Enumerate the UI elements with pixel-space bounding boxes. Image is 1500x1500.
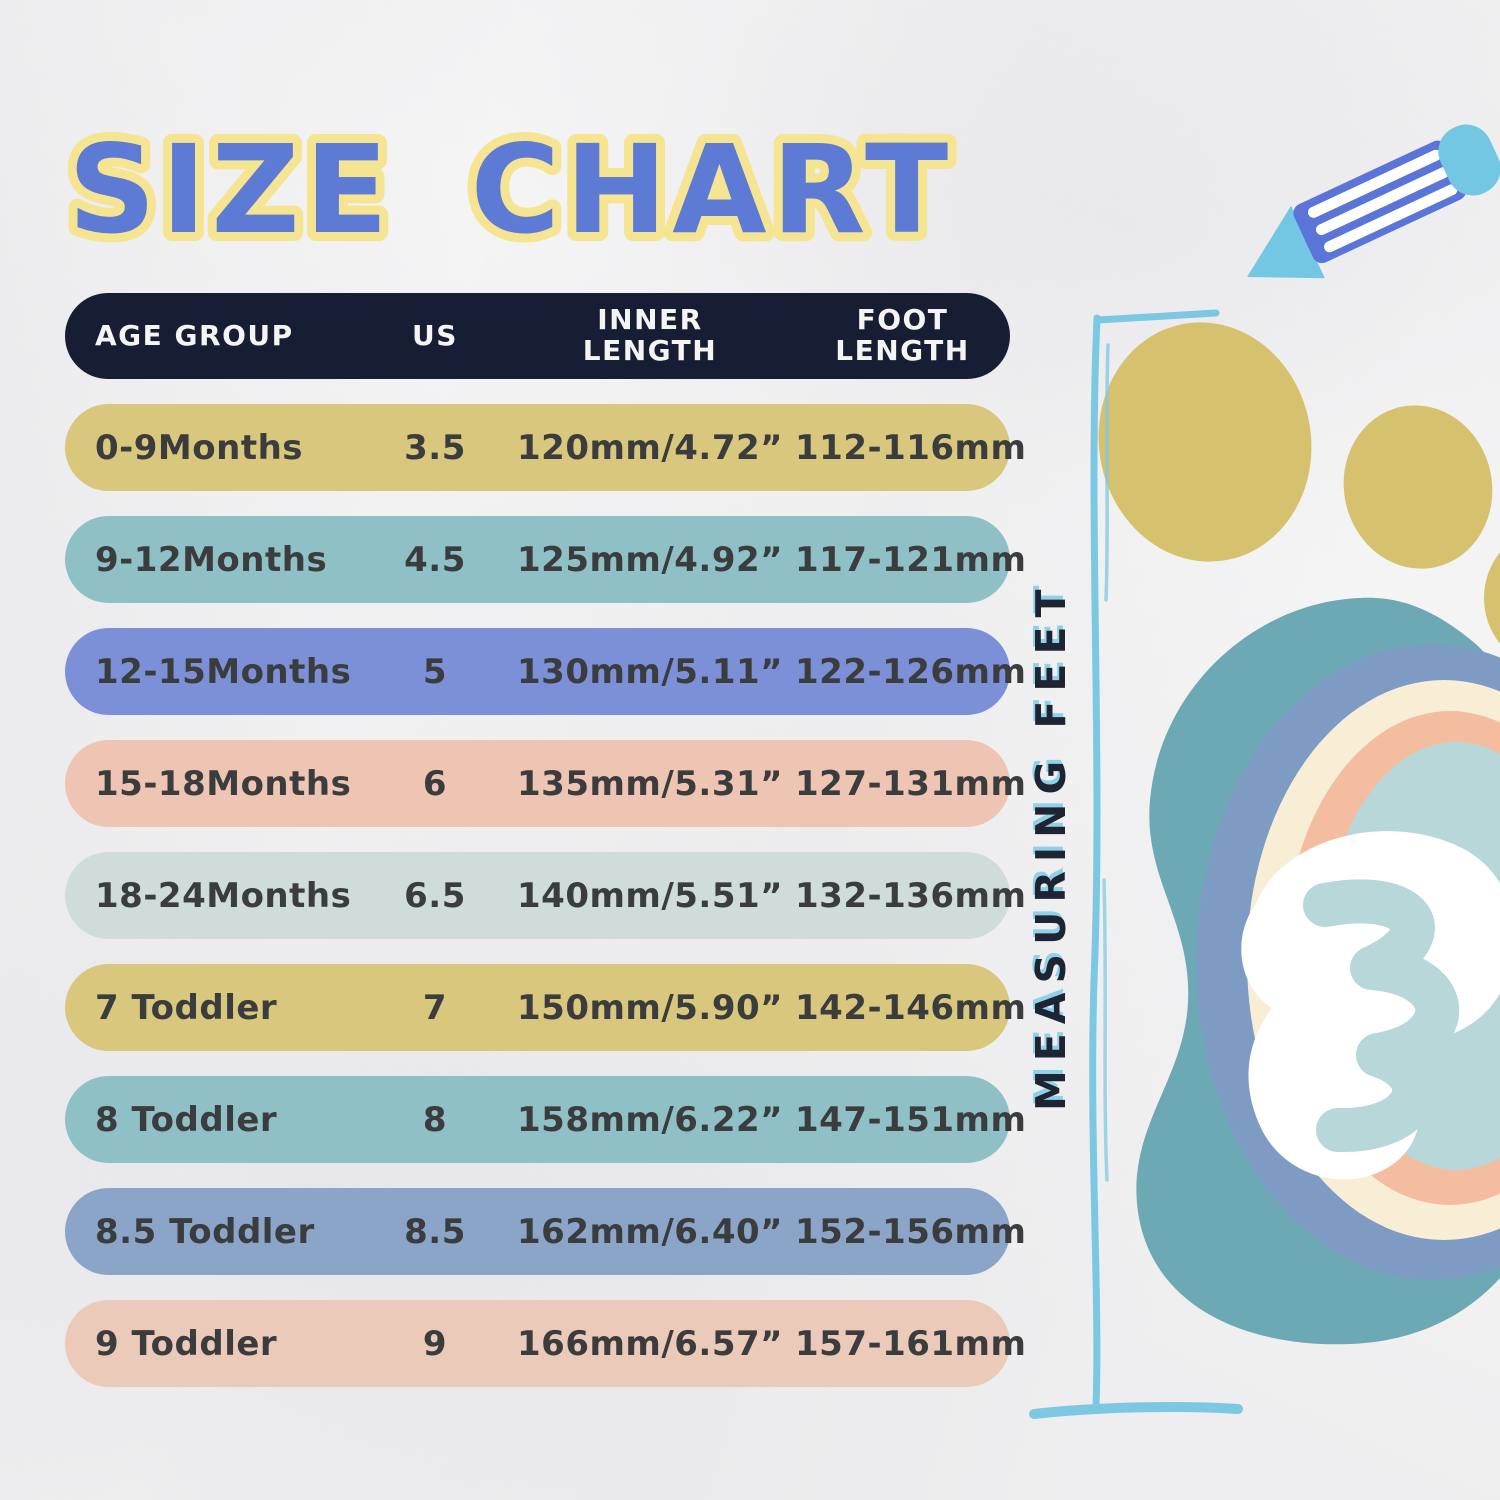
size-table: AGE GROUP US INNER LENGTH FOOT LENGTH 0-…: [65, 293, 1027, 1387]
cell-age-group: 12-15Months: [95, 651, 352, 692]
cell-foot-length: 127-131mm: [795, 763, 1027, 804]
cell-age-group: 8.5 Toddler: [95, 1211, 315, 1252]
table-row: 15-18Months 6 135mm/5.31” 127-131mm: [65, 740, 1027, 827]
cell-inner-length: 130mm/5.11”: [517, 651, 783, 692]
table-row: 8 Toddler 8 158mm/6.22” 147-151mm: [65, 1076, 1027, 1163]
cell-inner-length: 166mm/6.57”: [517, 1323, 783, 1364]
table-row: 0-9Months 3.5 120mm/4.72” 112-116mm: [65, 404, 1027, 491]
header-cell-us: US: [412, 318, 458, 352]
table-row: 8.5 Toddler 8.5 162mm/6.40” 152-156mm: [65, 1188, 1027, 1275]
cell-inner-length: 120mm/4.72”: [517, 427, 783, 468]
cell-us-size: 7: [422, 987, 448, 1028]
foot-icon: [1098, 322, 1500, 1345]
table-row: 9-12Months 4.5 125mm/4.92” 117-121mm: [65, 516, 1027, 603]
pencil-icon: [1247, 124, 1500, 279]
cell-inner-length: 162mm/6.40”: [517, 1211, 783, 1252]
cell-foot-length: 112-116mm: [795, 427, 1027, 468]
cell-us-size: 6: [422, 763, 448, 804]
cell-age-group: 9 Toddler: [95, 1323, 278, 1364]
header-cell-inner-length: INNER LENGTH: [582, 303, 718, 367]
cell-foot-length: 142-146mm: [795, 987, 1027, 1028]
table-row: 12-15Months 5 130mm/5.11” 122-126mm: [65, 628, 1027, 715]
header-cell-foot-length: FOOT LENGTH: [835, 303, 970, 367]
cell-us-size: 9: [422, 1323, 448, 1364]
cell-inner-length: 135mm/5.31”: [517, 763, 783, 804]
cell-us-size: 3.5: [404, 427, 466, 468]
page-title: SIZE CHART: [68, 119, 953, 261]
cell-foot-length: 147-151mm: [795, 1099, 1027, 1140]
cell-inner-length: 150mm/5.90”: [517, 987, 783, 1028]
table-row: 9 Toddler 9 166mm/6.57” 157-161mm: [65, 1300, 1027, 1387]
cell-foot-length: 152-156mm: [795, 1211, 1027, 1252]
cell-age-group: 0-9Months: [95, 427, 304, 468]
cell-age-group: 15-18Months: [95, 763, 352, 804]
table-row: 18-24Months 6.5 140mm/5.51” 132-136mm: [65, 852, 1027, 939]
cell-inner-length: 140mm/5.51”: [517, 875, 783, 916]
cell-foot-length: 132-136mm: [795, 875, 1027, 916]
table-header: AGE GROUP US INNER LENGTH FOOT LENGTH: [65, 293, 1010, 379]
cell-us-size: 5: [422, 651, 448, 692]
measuring-feet-label: MEASURING FEET: [1027, 580, 1075, 1112]
cell-age-group: 7 Toddler: [95, 987, 278, 1028]
cell-inner-length: 158mm/6.22”: [517, 1099, 783, 1140]
cell-us-size: 6.5: [404, 875, 466, 916]
title-block: SIZE CHART: [59, 110, 957, 270]
cell-foot-length: 122-126mm: [795, 651, 1027, 692]
cell-inner-length: 125mm/4.92”: [517, 539, 783, 580]
table-row: 7 Toddler 7 150mm/5.90” 142-146mm: [65, 964, 1027, 1051]
cell-us-size: 8: [422, 1099, 448, 1140]
cell-us-size: 8.5: [404, 1211, 466, 1252]
cell-us-size: 4.5: [404, 539, 466, 580]
cell-foot-length: 157-161mm: [795, 1323, 1027, 1364]
header-cell-age-group: AGE GROUP: [95, 318, 294, 352]
cell-age-group: 9-12Months: [95, 539, 328, 580]
cell-foot-length: 117-121mm: [795, 539, 1027, 580]
measuring-line: [1029, 309, 1243, 1419]
cell-age-group: 18-24Months: [95, 875, 352, 916]
cell-age-group: 8 Toddler: [95, 1099, 278, 1140]
